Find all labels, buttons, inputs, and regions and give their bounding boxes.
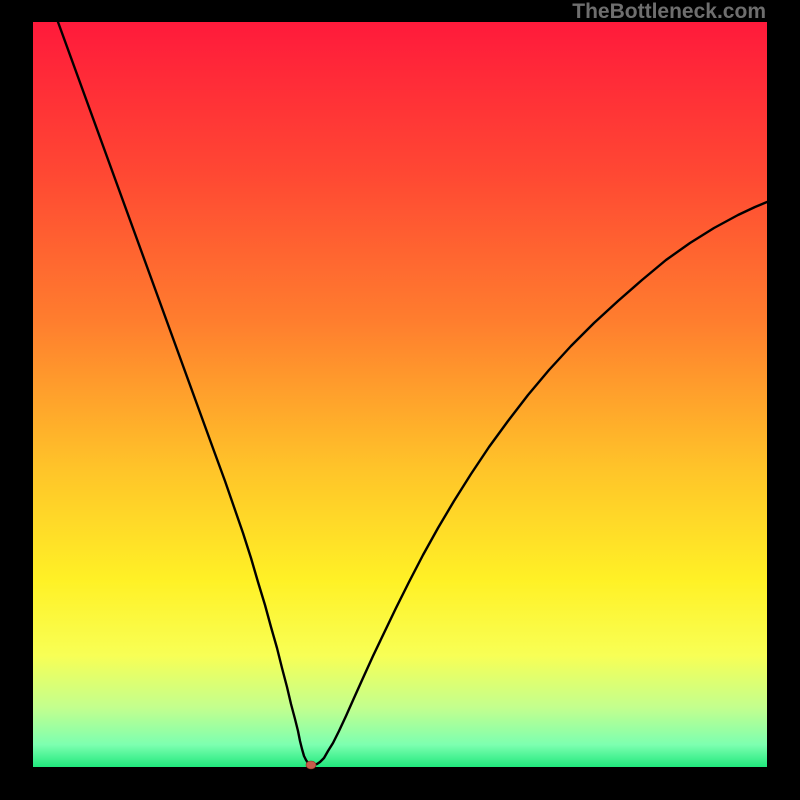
bottleneck-curve: [54, 11, 767, 765]
watermark-text: TheBottleneck.com: [572, 0, 766, 24]
chart-curve-layer: [0, 0, 800, 800]
minimum-marker: [306, 761, 316, 769]
